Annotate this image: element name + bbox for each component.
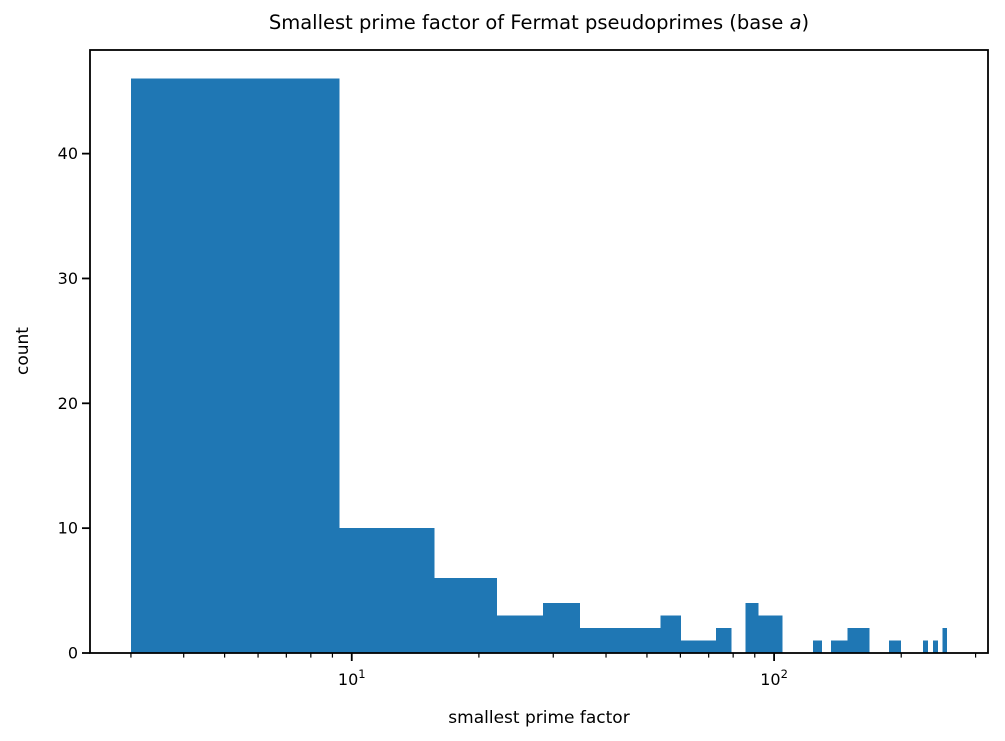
x-axis-label: smallest prime factor bbox=[448, 708, 630, 728]
histogram-bar bbox=[580, 628, 611, 653]
histogram-bar bbox=[715, 628, 732, 653]
histogram-bar bbox=[543, 603, 581, 653]
axis-ticks bbox=[82, 152, 977, 661]
histogram-bar bbox=[611, 628, 638, 653]
chart-title: Smallest prime factor of Fermat pseudopr… bbox=[90, 11, 988, 34]
y-tick-label: 40 bbox=[58, 144, 78, 163]
histogram-bar bbox=[847, 628, 855, 653]
histogram-bars bbox=[130, 78, 948, 653]
histogram-bar bbox=[895, 640, 902, 653]
histogram-bar bbox=[660, 615, 681, 653]
histogram-bar bbox=[862, 628, 870, 653]
histogram-bar bbox=[770, 615, 783, 653]
histogram-bar bbox=[130, 78, 340, 653]
chart-title-prefix: Smallest prime factor of Fermat pseudopr… bbox=[268, 11, 790, 34]
histogram-bar bbox=[942, 628, 948, 653]
chart-title-suffix: ) bbox=[801, 11, 810, 34]
histogram-bar bbox=[933, 640, 938, 653]
y-axis-label: count bbox=[13, 327, 33, 375]
histogram-bar bbox=[680, 640, 700, 653]
histogram-bar bbox=[637, 628, 661, 653]
histogram-bar bbox=[758, 615, 771, 653]
chart-title-italic-var: a bbox=[789, 11, 802, 34]
plot-spines bbox=[89, 49, 989, 654]
x-tick-label: 101 bbox=[338, 667, 366, 689]
histogram-bar bbox=[889, 640, 896, 653]
x-tick-label: 102 bbox=[760, 667, 788, 689]
histogram-bar bbox=[496, 615, 544, 653]
histogram-bar bbox=[923, 640, 929, 653]
y-tick-label: 10 bbox=[58, 519, 78, 538]
histogram-bar bbox=[854, 628, 863, 653]
histogram-bar bbox=[339, 528, 435, 653]
y-tick-label: 20 bbox=[58, 394, 78, 413]
histogram-bar bbox=[745, 603, 759, 653]
histogram-bar bbox=[839, 640, 848, 653]
y-tick-label: 30 bbox=[58, 269, 78, 288]
histogram-bar bbox=[699, 640, 716, 653]
histogram-bar bbox=[813, 640, 823, 653]
y-tick-label: 0 bbox=[68, 644, 78, 663]
histogram-bar bbox=[434, 578, 497, 653]
histogram-bar bbox=[830, 640, 840, 653]
axis-tick-labels: 0 10 20 30 40 101 102 bbox=[58, 144, 788, 689]
